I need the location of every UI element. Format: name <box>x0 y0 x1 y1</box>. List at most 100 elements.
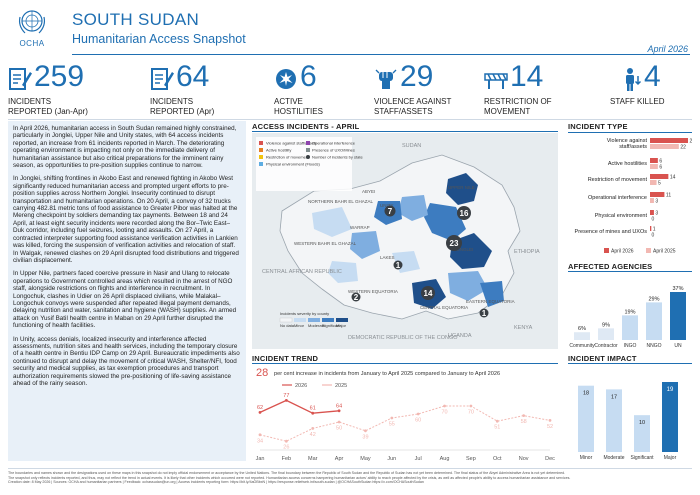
severity-scale: Incidents severity by county No data Min… <box>279 311 348 328</box>
impact-label: Moderate <box>603 455 624 461</box>
state-count-eastern-equatoria: 1 <box>479 308 489 318</box>
agency-value: 6% <box>578 326 586 332</box>
incident-type-bar <box>650 198 654 203</box>
impact-value: 10 <box>639 420 645 426</box>
state-label-eastern-equatoria: EASTERN EQUATORIA <box>466 299 515 304</box>
country-label-car: CENTRAL AFRICAN REPUBLIC <box>262 269 342 275</box>
warning-icon <box>259 162 263 166</box>
kpi-value: 4 <box>644 60 661 93</box>
narrative-paragraph: In Jonglei, shifting frontlines in Akobo… <box>13 175 239 264</box>
incident-impact-heading: INCIDENT IMPACT <box>568 354 637 363</box>
trend-data-label: 26 <box>283 445 289 451</box>
header-divider <box>72 54 690 55</box>
state-label-western-equatoria: WESTERN EQUATORIA <box>348 289 398 294</box>
agency-bar <box>622 315 638 340</box>
svg-text:7: 7 <box>388 207 393 216</box>
kpi-label: VIOLENCE AGAINST STAFF/ASSETS <box>374 97 452 116</box>
kpi-active-hostilities: 6 ACTIVE HOSTILITIES <box>274 60 364 118</box>
impact-value: 18 <box>583 391 589 397</box>
incident-type-value: 11 <box>666 192 671 198</box>
agency-bar <box>598 328 614 340</box>
incident-type-label: staff/assets <box>619 144 647 150</box>
trend-x-tick: Mar <box>308 456 318 462</box>
scale-label: Minor <box>294 323 305 328</box>
trend-svg: 28 per cent increase in incidents from J… <box>256 367 556 462</box>
agency-value: 9% <box>602 322 610 328</box>
trend-x-tick: Dec <box>545 456 555 462</box>
page-subtitle: Humanitarian Access Snapshot <box>72 32 246 46</box>
scale-label: Significant <box>322 323 341 328</box>
trend-data-label: 58 <box>521 419 527 425</box>
trend-data-label: 64 <box>336 403 342 409</box>
trend-x-tick: Oct <box>493 456 502 462</box>
kpi-row: 259 INCIDENTS REPORTED (Jan-Apr) 64 INCID… <box>8 60 692 118</box>
trend-point <box>522 414 526 417</box>
county-moderate <box>350 231 380 259</box>
agency-label: Contractor <box>594 343 618 349</box>
legend-item: Number of incidents by state <box>312 155 363 160</box>
country-label-drc: DEMOCRATIC REPUBLIC OF THE CONGO <box>348 335 458 341</box>
scale-label: No data <box>280 323 295 328</box>
trend-x-tick: Jan <box>256 456 265 462</box>
incident-type-label: Operational interference <box>588 195 647 201</box>
trend-x-tick: Nov <box>519 456 529 462</box>
trend-point <box>337 420 341 424</box>
incident-type-label: Active hostilities <box>608 161 647 167</box>
kpi-label: RESTRICTION OF MOVEMENT <box>484 97 552 116</box>
trend-point <box>284 439 288 443</box>
incident-type-label: Violence against <box>607 138 648 144</box>
scale-label: Moderate <box>308 323 326 328</box>
explosion-icon <box>276 69 296 89</box>
incident-type-bar <box>650 210 654 215</box>
trend-point <box>416 412 420 416</box>
narrative-panel: In April 2026, humanitarian access in So… <box>8 121 246 461</box>
trend-point <box>284 399 288 402</box>
trend-x-tick: Aug <box>440 456 450 462</box>
svg-text:23: 23 <box>450 239 459 248</box>
agency-value: 37% <box>672 286 683 292</box>
trend-data-label: 51 <box>494 425 500 431</box>
kpi-value: 6 <box>300 60 317 93</box>
road-barrier-icon <box>259 155 263 159</box>
trend-point <box>469 404 473 408</box>
county-major <box>446 173 478 205</box>
trend-series-line-2025 <box>259 405 551 442</box>
country-label-uganda: UGANDA <box>448 333 472 339</box>
incident-type-value: 22 <box>680 144 686 150</box>
incident-type-value: 1 <box>653 226 656 232</box>
trend-data-label: 61 <box>310 406 316 412</box>
state-label-abyei: ABYEI <box>362 189 375 194</box>
hand-icon <box>306 141 310 145</box>
kpi-value: 29 <box>400 60 434 93</box>
state-count-lakes: 1 <box>393 260 403 270</box>
impact-label: Minor <box>580 455 593 461</box>
impact-value: 17 <box>611 394 617 400</box>
explosion-icon <box>259 148 263 152</box>
agency-value: 19% <box>624 309 635 315</box>
mine-icon <box>306 148 310 152</box>
trend-heading-rule <box>252 363 558 364</box>
state-count-western-equatoria: 2 <box>351 292 361 302</box>
narrative-paragraph: In April 2026, humanitarian access in So… <box>13 125 237 170</box>
un-emblem-icon <box>18 10 46 34</box>
logo-text: OCHA <box>19 39 45 48</box>
kpi-incidents-apr: 64 INCIDENTS REPORTED (Apr) <box>150 60 260 118</box>
incident-type-bar <box>650 192 665 197</box>
svg-text:1: 1 <box>396 261 401 270</box>
incident-type-bar <box>650 226 652 231</box>
trend-plot: Jan Feb Mar Apr May Jun Jul Aug Sep Oct Nov Dec 62 77… <box>256 393 556 462</box>
trend-x-tick: Apr <box>335 456 344 462</box>
map-legend: Violence against staff/assets Active hos… <box>256 137 363 191</box>
trend-point <box>337 409 341 413</box>
incident-type-bar <box>650 174 669 179</box>
document-pen-icon <box>151 68 174 90</box>
footer-note: The snapshot only reflects incidents rep… <box>8 475 571 480</box>
agency-bar <box>646 302 662 340</box>
circle-icon <box>306 155 310 159</box>
state-count-unity: 7 <box>384 205 396 217</box>
incident-type-bar <box>650 138 688 143</box>
incident-type-value: 0 <box>652 216 655 222</box>
kpi-label: STAFF KILLED <box>610 97 665 106</box>
kpi-violence-staff: 29 VIOLENCE AGAINST STAFF/ASSETS <box>374 60 474 118</box>
